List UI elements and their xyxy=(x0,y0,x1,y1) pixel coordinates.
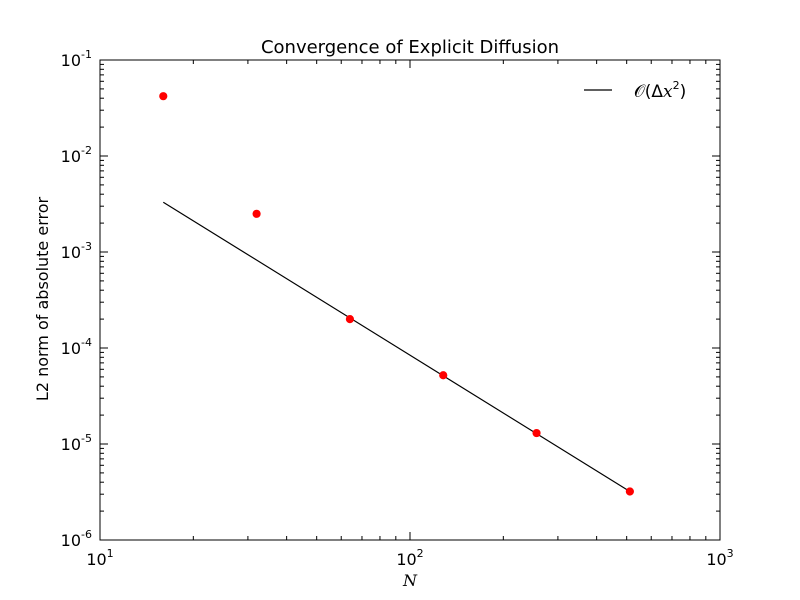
chart-title: Convergence of Explicit Diffusion xyxy=(261,37,559,58)
legend-label-var: x xyxy=(663,82,673,102)
reference-line-second-order xyxy=(162,201,631,493)
x-tick-label-exponent: 1 xyxy=(107,547,114,560)
error-data-point xyxy=(159,92,168,101)
x-tick-label-base: 10 xyxy=(86,550,106,569)
error-data-point xyxy=(345,315,355,324)
y-tick-label: 10-5 xyxy=(61,432,92,454)
y-tick-label: 10-2 xyxy=(61,144,92,166)
error-data-point xyxy=(625,487,634,496)
y-tick-label-exponent: -3 xyxy=(81,240,92,253)
legend-label-exp: 2 xyxy=(673,79,680,92)
y-tick-label: 10-3 xyxy=(61,240,92,262)
x-tick-label-exponent: 3 xyxy=(727,547,734,560)
error-data-point xyxy=(252,209,261,218)
y-tick-label-exponent: -6 xyxy=(81,528,92,541)
y-tick-label-exponent: -1 xyxy=(81,48,92,61)
x-axis-label: N xyxy=(402,571,418,590)
error-data-point xyxy=(439,371,448,380)
y-tick-label: 10-6 xyxy=(61,528,92,550)
error-data-point xyxy=(532,428,541,438)
x-tick-label-base: 10 xyxy=(706,550,726,569)
y-axis-label: L2 norm of absolute error xyxy=(33,196,52,401)
y-tick-label-exponent: -2 xyxy=(81,144,92,157)
x-tick-label: 101 xyxy=(86,547,113,569)
y-tick-label-exponent: -5 xyxy=(81,432,92,445)
y-tick-label-base: 10 xyxy=(61,339,81,358)
x-tick-label-exponent: 2 xyxy=(417,547,424,560)
y-tick-label-base: 10 xyxy=(61,243,81,262)
y-tick-label-base: 10 xyxy=(61,531,81,550)
plot-frame xyxy=(99,59,721,541)
x-tick-label: 102 xyxy=(396,547,423,569)
legend-label-prefix: 𝒪(Δ xyxy=(634,82,663,102)
plot-data xyxy=(159,92,634,496)
x-tick-label-base: 10 xyxy=(396,550,416,569)
y-tick-label-base: 10 xyxy=(61,51,81,70)
y-tick-label: 10-4 xyxy=(61,336,92,358)
legend: 𝒪(Δx2) xyxy=(584,79,686,102)
y-tick-label-base: 10 xyxy=(61,435,81,454)
y-tick-label: 10-1 xyxy=(61,48,92,70)
y-tick-label-exponent: -4 xyxy=(81,336,92,349)
y-tick-label-base: 10 xyxy=(61,147,81,166)
legend-label-suffix: ) xyxy=(680,82,687,102)
x-tick-label: 103 xyxy=(706,547,733,569)
legend-label: 𝒪(Δx2) xyxy=(634,79,686,102)
